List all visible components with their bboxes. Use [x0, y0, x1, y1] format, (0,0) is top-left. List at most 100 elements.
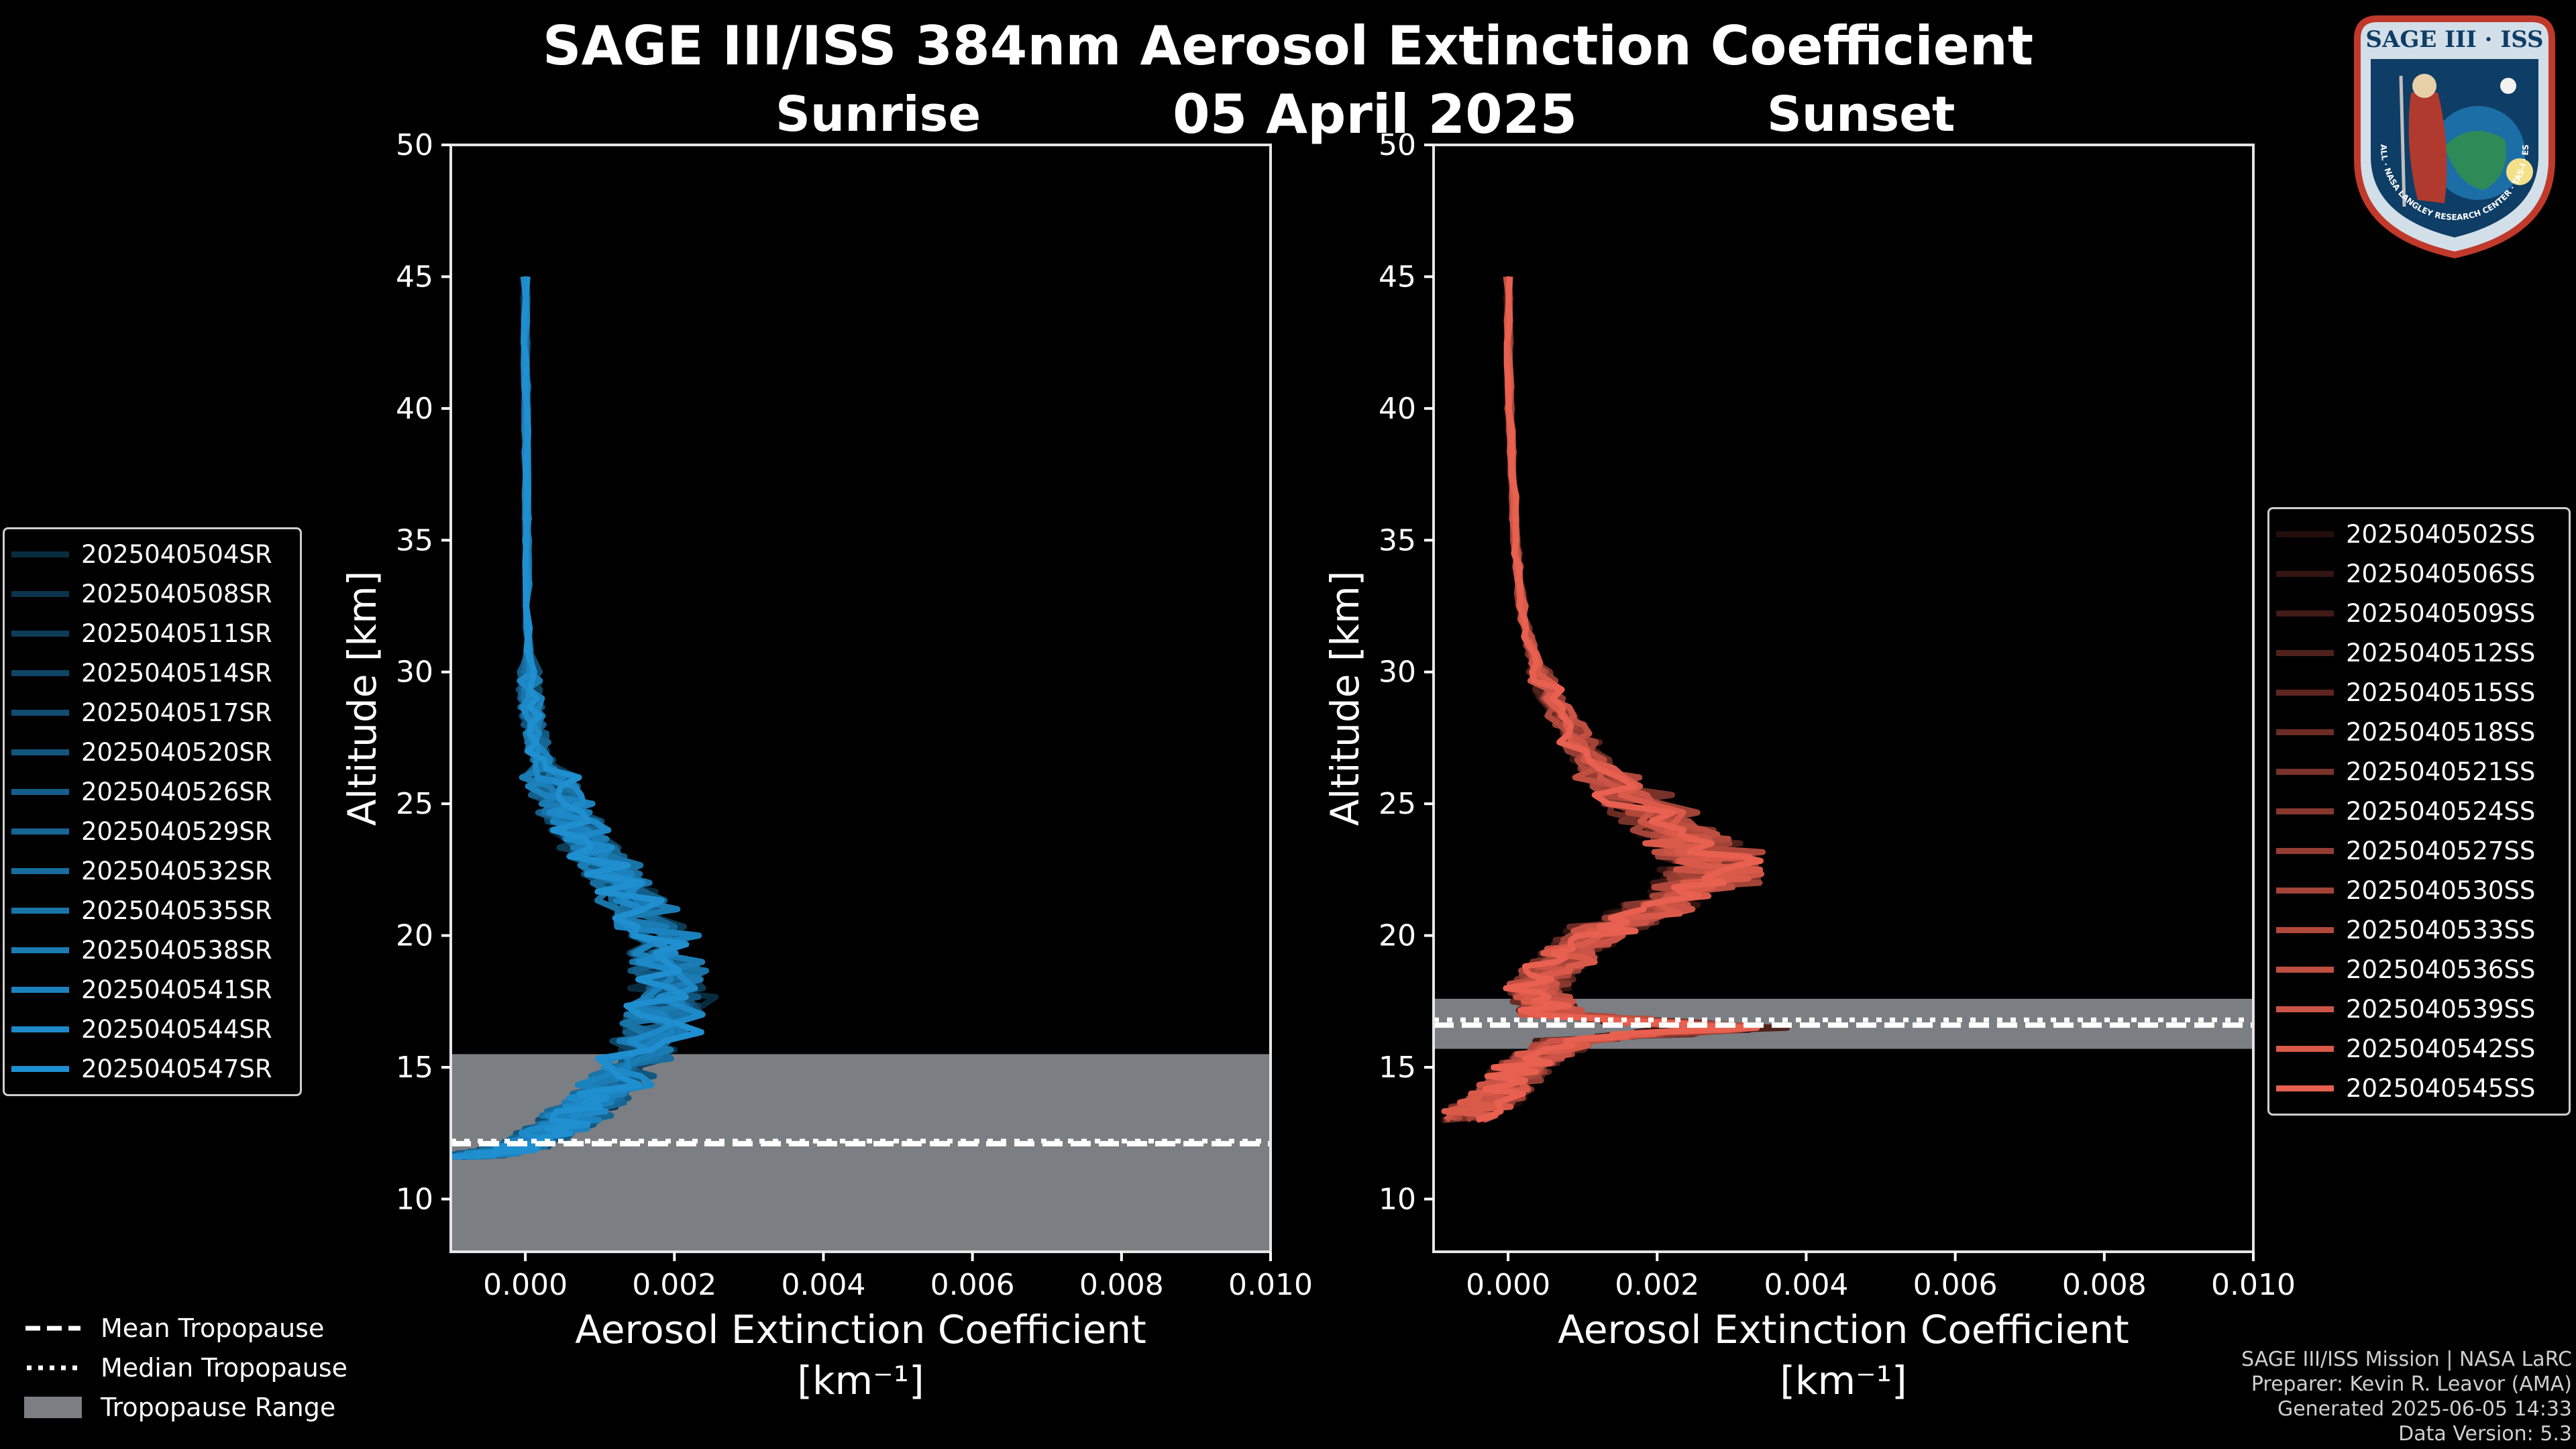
y-tick-label: 25 [396, 787, 433, 821]
legend-label: 2025040538SR [81, 936, 272, 965]
legend-swatch [2276, 769, 2334, 775]
chart-date: 05 April 2025 [1173, 83, 1578, 146]
legend-swatch [11, 987, 69, 993]
sunset-plot-frame [1432, 144, 2255, 1253]
legend-swatch [11, 789, 69, 795]
legend-item: 2025040514SR [11, 653, 293, 693]
legend-swatch [2276, 888, 2334, 894]
legend-tropopause-range: Tropopause Range [24, 1387, 347, 1427]
footer-credits: SAGE III/ISS Mission | NASA LaRC Prepare… [2241, 1347, 2572, 1446]
sunset-panel: 10 15 20 25 30 35 40 45 50 0.000 0.002 0.004 0.006 0.… [1322, 128, 2296, 1403]
legend-swatch [2276, 531, 2334, 537]
y-tick-label: 35 [396, 523, 433, 557]
legend-swatch [11, 828, 69, 835]
x-tick-label: 0.000 [483, 1268, 568, 1302]
legend-item: 2025040535SR [11, 891, 293, 930]
x-tick-label: 0.010 [2211, 1268, 2296, 1302]
y-tick-label: 35 [1379, 523, 1416, 557]
legend-swatch [2276, 927, 2334, 933]
legend-item: 2025040544SR [11, 1010, 293, 1049]
legend-label: 2025040515SS [2346, 678, 2536, 707]
legend-label: 2025040545SS [2346, 1074, 2536, 1103]
legend-swatch [2276, 1046, 2334, 1052]
profile-2025040526SR [451, 276, 694, 1158]
profile-2025040539SS [1444, 276, 1765, 1122]
dashed-line-icon [25, 1326, 80, 1330]
footer-mission: SAGE III/ISS Mission | NASA LaRC [2241, 1348, 2572, 1371]
legend-median-tropopause: Median Tropopause [24, 1348, 347, 1387]
profile-2025040533SS [1451, 276, 1766, 1122]
legend-swatch [11, 710, 69, 716]
y-tick-label: 20 [396, 919, 433, 953]
y-tick-label: 20 [1379, 919, 1416, 953]
y-tick-label: 40 [396, 392, 433, 426]
logo-title: SAGE III · ISS [2365, 26, 2543, 53]
legend-item: 2025040524SS [2276, 792, 2562, 831]
legend-item: 2025040512SS [2276, 633, 2562, 673]
sunrise-panel: 10 15 20 25 30 35 40 45 50 0.000 0.002 0.004 0.006 0.… [339, 128, 1313, 1403]
sunset-x-axis-units: [km⁻¹] [1780, 1358, 1907, 1403]
legend-item: 2025040542SS [2276, 1029, 2562, 1069]
legend-label: 2025040502SS [2346, 520, 2536, 549]
legend-item: 2025040502SS [2276, 515, 2562, 554]
sunrise-y-axis-label: Altitude [km] [339, 571, 385, 826]
legend-swatch [2276, 610, 2334, 616]
sunset-y-axis-label: Altitude [km] [1322, 571, 1368, 826]
legend-label: 2025040509SS [2346, 599, 2536, 628]
legend-item: 2025040518SS [2276, 712, 2562, 752]
y-tick-label: 10 [1379, 1182, 1416, 1216]
legend-item: 2025040545SS [2276, 1069, 2562, 1108]
profile-2025040536SS [1448, 276, 1762, 1121]
sunrise-x-axis-label: Aerosol Extinction Coefficient [575, 1307, 1146, 1352]
legend-item: 2025040509SS [2276, 594, 2562, 633]
legend-item: 2025040533SS [2276, 910, 2562, 950]
legend-item: 2025040529SR [11, 812, 293, 851]
legend-item: 2025040521SS [2276, 752, 2562, 792]
chart-title: SAGE III/ISS 384nm Aerosol Extinction Co… [542, 15, 2034, 77]
profile-2025040518SS [1447, 276, 1760, 1121]
dotted-line-icon [27, 1365, 80, 1370]
legend-label: 2025040539SS [2346, 995, 2536, 1024]
legend-label: 2025040536SS [2346, 955, 2536, 984]
legend-label: 2025040504SR [81, 540, 272, 569]
legend-swatch [11, 749, 69, 755]
legend-label: 2025040527SS [2346, 837, 2536, 865]
profile-2025040544SR [464, 276, 706, 1160]
legend-label: 2025040520SR [81, 738, 272, 767]
legend-item: 2025040515SS [2276, 673, 2562, 712]
y-tick-label: 50 [1379, 128, 1416, 162]
legend-mean-tropopause: Mean Tropopause [24, 1308, 347, 1348]
y-tick-label: 25 [1379, 787, 1416, 821]
footer-version: Data Version: 5.3 [2398, 1422, 2572, 1446]
legend-swatch [2276, 650, 2334, 656]
legend-swatch [2276, 690, 2334, 696]
legend-label: 2025040532SR [81, 857, 272, 885]
x-tick-label: 0.002 [632, 1268, 716, 1302]
y-tick-label: 45 [396, 260, 433, 294]
legend-label: 2025040541SR [81, 975, 272, 1004]
legend-label: 2025040544SR [81, 1015, 272, 1044]
sunrise-panel-title: Sunrise [775, 86, 981, 142]
sunset-panel-title: Sunset [1767, 86, 1955, 142]
legend-label: 2025040535SR [81, 896, 272, 925]
legend-label: 2025040518SS [2346, 718, 2536, 747]
sunrise-plot-frame [449, 144, 1272, 1253]
profile-2025040515SS [1452, 276, 1758, 1122]
legend-label: 2025040511SR [81, 619, 272, 648]
legend-item: 2025040506SS [2276, 554, 2562, 594]
x-tick-label: 0.010 [1228, 1268, 1313, 1302]
sunrise-legend: 2025040504SR 2025040508SR 2025040511SR 2025… [3, 527, 302, 1096]
legend-label: 2025040526SR [81, 777, 272, 806]
profile-2025040547SR [451, 276, 704, 1160]
legend-label: 2025040542SS [2346, 1034, 2536, 1063]
legend-swatch [2276, 967, 2334, 973]
legend-label: 2025040521SS [2346, 757, 2536, 786]
legend-swatch [2276, 729, 2334, 735]
legend-item: 2025040511SR [11, 614, 293, 653]
x-tick-label: 0.008 [2062, 1268, 2147, 1302]
legend-swatch [2276, 808, 2334, 814]
profile-2025040502SS [1440, 276, 1752, 1124]
legend-swatch [11, 947, 69, 953]
range-swatch [24, 1396, 82, 1418]
y-tick-label: 10 [396, 1182, 433, 1216]
